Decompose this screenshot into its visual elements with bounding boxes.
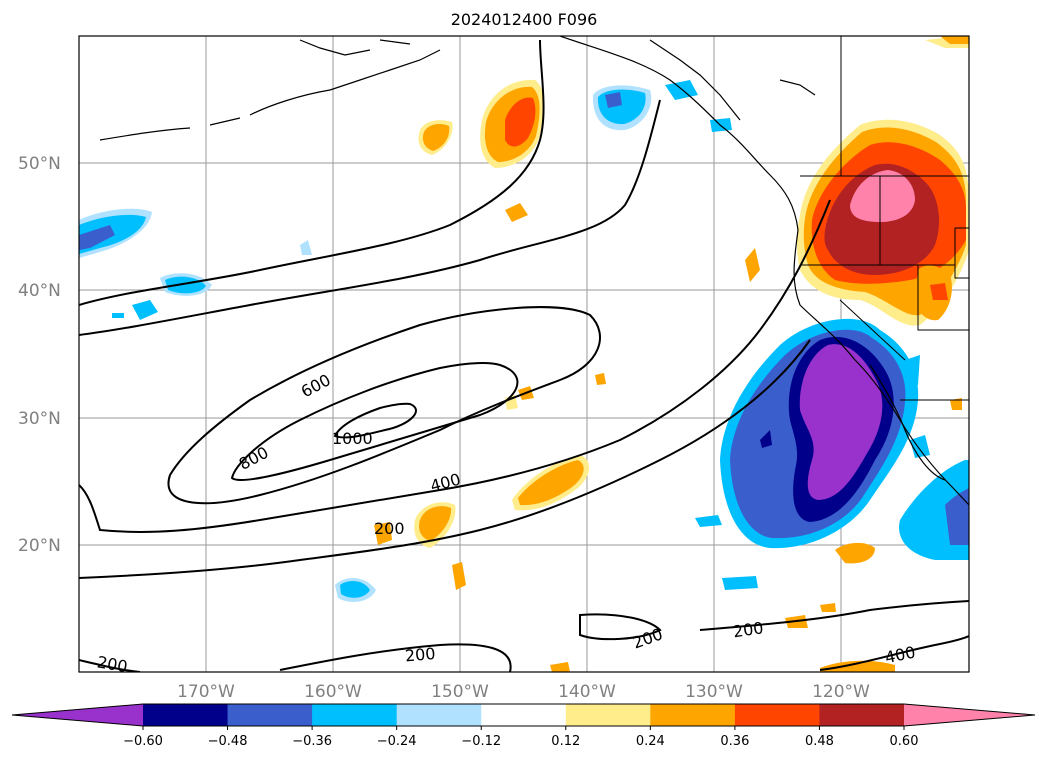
colorbar-tick-label: 0.12: [551, 734, 580, 749]
lon-label: 140°W: [558, 682, 616, 702]
lon-label: 150°W: [431, 682, 489, 702]
colorbar-segment: [565, 704, 651, 726]
map-title: 2024012400 F096: [450, 10, 598, 29]
colorbar-extend-min: [12, 704, 143, 726]
colorbar-tick-label: 0.36: [720, 734, 749, 749]
coastlines: [99, 36, 969, 506]
contour-label: 200: [374, 519, 405, 538]
colorbar-tick-label: 0.48: [805, 734, 834, 749]
lat-label: 20°N: [18, 536, 61, 556]
colorbar-segment: [734, 704, 820, 726]
lon-label: 160°W: [304, 682, 362, 702]
longitude-labels: 170°W 160°W 150°W 140°W 130°W 120°W: [177, 682, 870, 702]
lon-label: 120°W: [812, 682, 870, 702]
colorbar-tick-label: −0.12: [461, 734, 501, 749]
colorbar-segment: [481, 704, 567, 726]
colorbar-tick-label: −0.24: [377, 734, 417, 749]
colorbar-tick-label: −0.48: [208, 734, 248, 749]
height-contours: [79, 39, 969, 672]
contour-1000: [333, 402, 417, 439]
contour-label: 200: [404, 644, 436, 666]
colorbar-segment: [650, 704, 736, 726]
contour-800: [230, 362, 519, 481]
lat-label: 40°N: [18, 281, 61, 301]
lon-label: 170°W: [177, 682, 235, 702]
colorbar-segment: [819, 704, 905, 726]
contour-label: 1000: [332, 429, 373, 448]
colorbar-segment: [312, 704, 398, 726]
lat-label: 50°N: [18, 154, 61, 174]
colorbar-tick-label: −0.36: [292, 734, 332, 749]
lon-label: 130°W: [685, 682, 743, 702]
colorbar-segment: [227, 704, 313, 726]
map-frame: [78, 35, 970, 673]
colorbar-extend-max: [904, 704, 1035, 726]
colorbar-tick-label: 0.60: [890, 734, 919, 749]
colorbar-segment: [396, 704, 482, 726]
latitude-labels: 50°N 40°N 30°N 20°N: [18, 154, 61, 556]
political-borders: [800, 36, 969, 401]
shaded-fields: [79, 36, 969, 672]
colorbar-segment: [143, 704, 229, 726]
contour-600: [167, 306, 601, 505]
colorbar-tick-label: 0.24: [636, 734, 665, 749]
contour-label: 200: [732, 618, 765, 641]
contour-label: 200: [96, 652, 129, 676]
colorbar: −0.60 −0.48 −0.36 −0.24 −0.12 0.12 0.24 0.36 0.4…: [11, 703, 1036, 749]
lat-label: 30°N: [18, 409, 61, 429]
colorbar-tick-label: −0.60: [123, 734, 163, 749]
